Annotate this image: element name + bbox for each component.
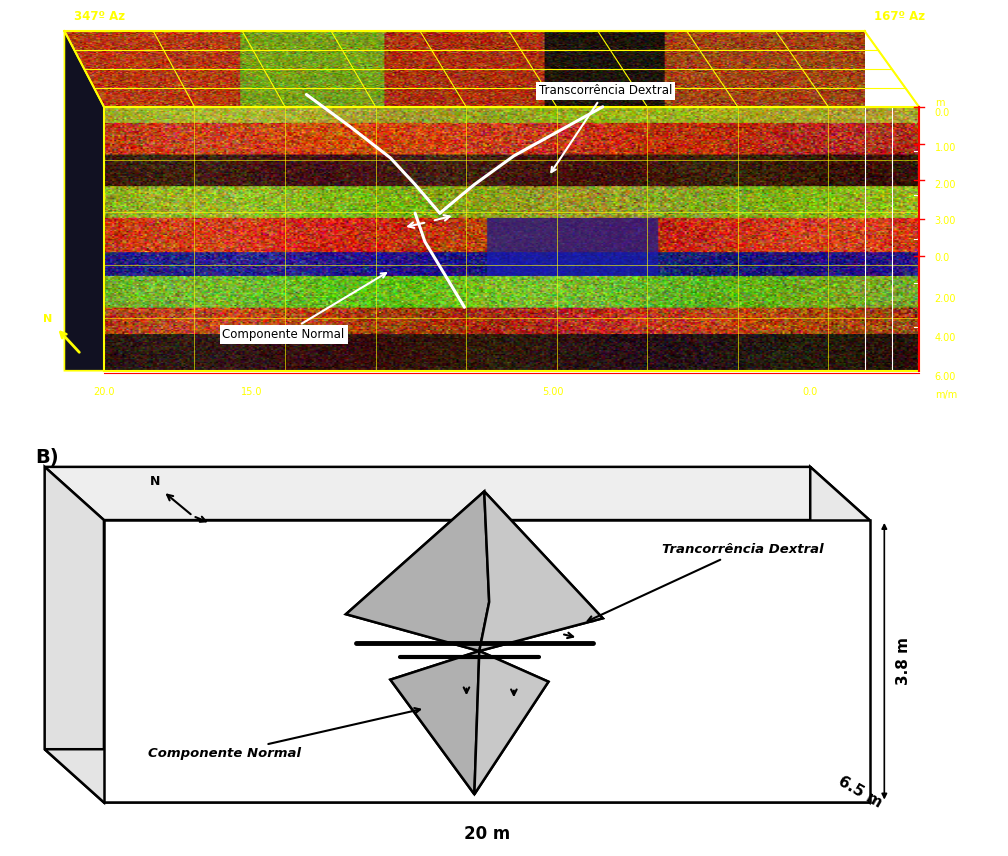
Text: m: m bbox=[934, 98, 944, 108]
Text: B): B) bbox=[34, 449, 58, 467]
Polygon shape bbox=[44, 467, 870, 520]
Polygon shape bbox=[479, 491, 603, 651]
Polygon shape bbox=[44, 749, 870, 802]
Text: Trancorrência Dextral: Trancorrência Dextral bbox=[588, 543, 824, 621]
Text: 3.00: 3.00 bbox=[934, 217, 956, 226]
Polygon shape bbox=[104, 520, 870, 802]
Polygon shape bbox=[44, 467, 810, 749]
Polygon shape bbox=[346, 491, 603, 651]
Text: 3.8 m: 3.8 m bbox=[896, 637, 911, 686]
Text: 20.0: 20.0 bbox=[93, 387, 115, 397]
Text: 167º Az: 167º Az bbox=[874, 10, 925, 23]
Text: 0.0: 0.0 bbox=[802, 387, 817, 397]
Text: 4.00: 4.00 bbox=[934, 333, 956, 343]
Polygon shape bbox=[810, 467, 870, 802]
Text: 347º Az: 347º Az bbox=[75, 10, 125, 23]
Text: 0.0: 0.0 bbox=[934, 253, 950, 263]
Text: N: N bbox=[43, 313, 52, 324]
Text: 6.5 m: 6.5 m bbox=[835, 774, 884, 811]
Text: 2.00: 2.00 bbox=[934, 180, 957, 189]
Text: 6.00: 6.00 bbox=[934, 372, 956, 382]
Polygon shape bbox=[44, 467, 104, 802]
Polygon shape bbox=[390, 651, 548, 794]
Text: Componente Normal: Componente Normal bbox=[223, 273, 386, 341]
Text: Transcorrência Dextral: Transcorrência Dextral bbox=[538, 85, 672, 172]
Text: 20 m: 20 m bbox=[464, 825, 510, 843]
Text: 0.0: 0.0 bbox=[934, 108, 950, 118]
Text: 1.00: 1.00 bbox=[934, 143, 956, 152]
Text: 15.0: 15.0 bbox=[241, 387, 263, 397]
Text: N: N bbox=[150, 475, 160, 488]
Text: 5.00: 5.00 bbox=[542, 387, 564, 397]
Polygon shape bbox=[475, 651, 548, 794]
Text: Componente Normal: Componente Normal bbox=[148, 708, 420, 760]
Text: m/m: m/m bbox=[934, 390, 957, 401]
Polygon shape bbox=[390, 651, 479, 794]
Text: 2.00: 2.00 bbox=[934, 294, 957, 304]
Polygon shape bbox=[65, 31, 104, 371]
Polygon shape bbox=[346, 491, 489, 651]
